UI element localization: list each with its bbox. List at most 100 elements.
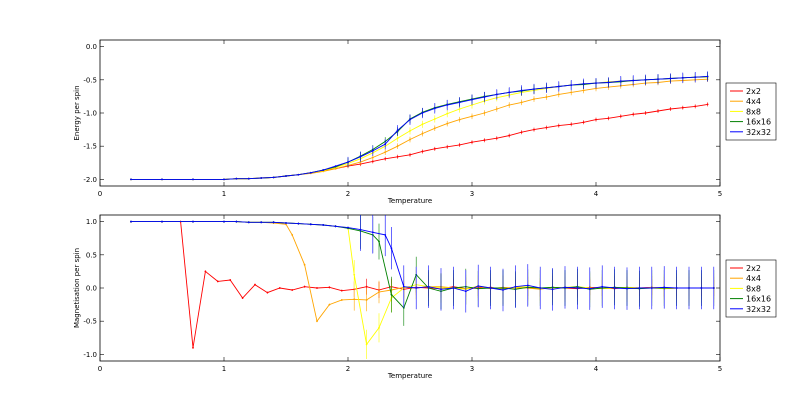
- magnetisation-data-point: [539, 287, 542, 289]
- energy-data-point: [446, 145, 449, 148]
- magnetisation-data-point: [161, 220, 163, 223]
- energy-data-point: [582, 82, 585, 85]
- energy-data-point: [632, 113, 635, 116]
- magnetisation-data-point: [272, 221, 275, 224]
- energy-data-point: [657, 78, 659, 81]
- energy-data-point: [421, 150, 424, 153]
- energy-data-point: [458, 108, 461, 110]
- energy-data-point: [570, 91, 573, 94]
- magnetisation-data-point: [309, 223, 312, 226]
- energy-data-point: [520, 89, 523, 92]
- magnetisation-data-point: [365, 285, 368, 288]
- energy-plot-area: [130, 71, 709, 181]
- magnetisation-data-point: [291, 289, 294, 291]
- magnetisation-data-point: [297, 222, 300, 225]
- magnetisation-y-tick-label: 0.0: [86, 285, 97, 293]
- magnetisation-x-axis-label: Temperature: [387, 372, 432, 380]
- magnetisation-legend-label: 2x2: [746, 264, 761, 273]
- magnetisation-data-point: [322, 224, 325, 226]
- energy-data-point: [483, 96, 486, 98]
- magnetisation-legend-label: 4x4: [746, 274, 761, 283]
- energy-data-point: [669, 77, 672, 80]
- magnetisation-data-point: [254, 283, 256, 286]
- energy-data-point: [446, 112, 449, 115]
- magnetisation-data-point: [223, 220, 225, 223]
- energy-data-point: [409, 138, 411, 141]
- magnetisation-data-point: [378, 326, 380, 329]
- magnetisation-data-point: [402, 285, 405, 288]
- magnetisation-data-point: [601, 285, 604, 288]
- energy-data-point: [334, 165, 337, 167]
- energy-data-point: [161, 178, 163, 181]
- energy-data-point: [396, 155, 399, 158]
- energy-data-point: [409, 153, 411, 156]
- energy-data-point: [433, 118, 436, 120]
- magnetisation-data-point: [365, 343, 368, 346]
- energy-data-point: [607, 81, 610, 84]
- magnetisation-data-point: [340, 289, 343, 292]
- energy-data-point: [483, 112, 486, 114]
- energy-data-point: [557, 93, 560, 96]
- energy-data-point: [130, 178, 132, 181]
- energy-data-point: [334, 167, 337, 170]
- magnetisation-data-point: [328, 286, 331, 289]
- energy-data-point: [384, 143, 387, 146]
- magnetisation-data-point: [378, 240, 380, 243]
- magnetisation-data-point: [365, 299, 368, 301]
- magnetisation-data-point: [291, 234, 294, 236]
- energy-data-point: [347, 161, 349, 164]
- energy-data-point: [508, 91, 511, 94]
- magnetisation-data-point: [638, 287, 641, 289]
- magnetisation-data-point: [316, 287, 318, 289]
- magnetisation-data-point: [440, 288, 442, 291]
- energy-data-point: [272, 176, 275, 179]
- energy-data-point: [545, 96, 548, 98]
- magnetisation-data-point: [266, 291, 269, 294]
- magnetisation-data-point: [285, 223, 287, 226]
- magnetisation-data-point: [626, 287, 628, 290]
- energy-data-point: [595, 82, 597, 85]
- magnetisation-data-point: [371, 231, 374, 234]
- energy-data-point: [433, 147, 436, 150]
- energy-data-point: [471, 104, 473, 106]
- magnetisation-data-point: [347, 226, 349, 229]
- energy-data-point: [260, 177, 263, 179]
- magnetisation-data-point: [675, 287, 678, 289]
- energy-data-point: [533, 128, 535, 131]
- energy-data-point: [669, 108, 672, 110]
- magnetisation-data-point: [241, 297, 244, 299]
- magnetisation-data-point: [353, 273, 356, 276]
- energy-x-tick-label: 3: [470, 190, 474, 198]
- energy-x-tick-label: 4: [594, 190, 599, 198]
- energy-data-point: [557, 85, 560, 88]
- magnetisation-x-tick-label: 0: [98, 365, 102, 373]
- energy-data-point: [595, 118, 597, 121]
- magnetisation-data-point: [285, 222, 287, 224]
- energy-data-point: [619, 115, 622, 118]
- energy-legend-label: 2x2: [746, 87, 761, 96]
- energy-data-point: [706, 75, 709, 78]
- magnetisation-data-point: [390, 293, 393, 296]
- energy-data-point: [285, 175, 287, 177]
- energy-y-axis-label: Energy per spin: [73, 85, 81, 140]
- energy-data-point: [421, 112, 424, 114]
- magnetisation-x-tick-label: 2: [346, 365, 350, 373]
- magnetisation-data-point: [260, 221, 263, 224]
- energy-legend-label: 16x16: [746, 118, 771, 127]
- magnetisation-data-point: [359, 228, 362, 231]
- energy-data-point: [446, 122, 449, 125]
- magnetisation-data-point: [334, 225, 337, 228]
- energy-data-point: [607, 117, 610, 120]
- energy-data-point: [508, 104, 511, 106]
- magnetisation-data-point: [576, 287, 579, 289]
- energy-data-point: [471, 115, 473, 118]
- magnetisation-series-line: [131, 221, 714, 292]
- magnetisation-data-point: [192, 220, 194, 223]
- energy-x-tick-label: 0: [98, 190, 102, 198]
- energy-data-point: [557, 124, 560, 127]
- energy-data-point: [545, 126, 548, 129]
- magnetisation-data-point: [204, 270, 207, 273]
- magnetisation-data-point: [415, 287, 418, 289]
